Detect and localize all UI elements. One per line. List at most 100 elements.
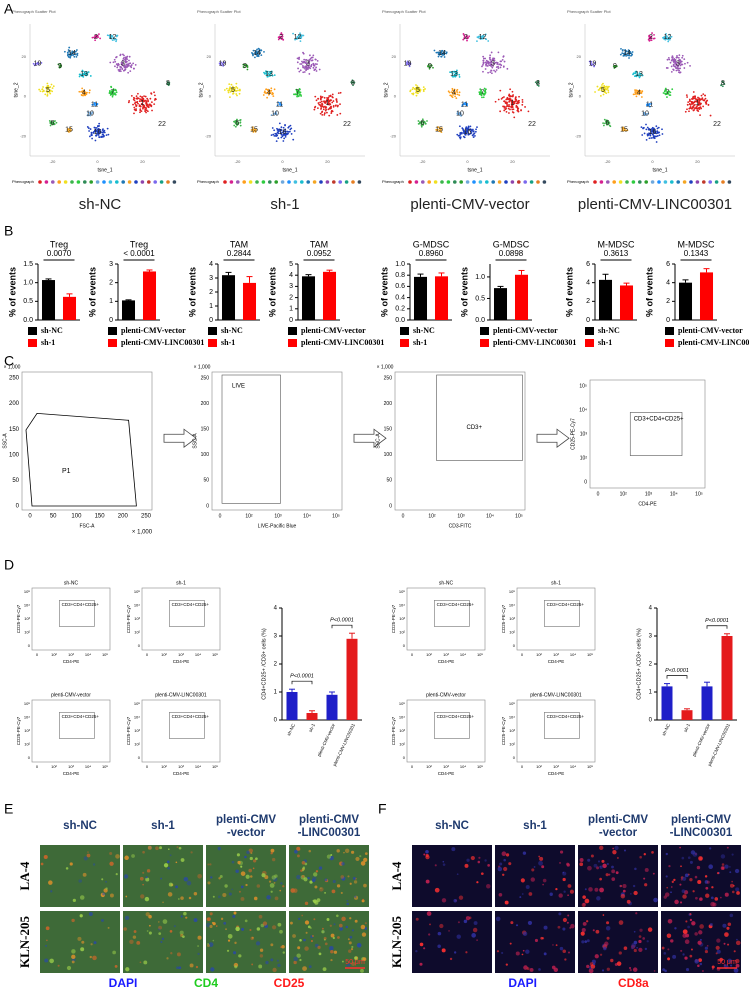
dot xyxy=(310,65,313,68)
dot xyxy=(38,88,41,91)
dot xyxy=(409,89,412,92)
cluster-label: 5 xyxy=(46,87,50,94)
dot xyxy=(493,69,495,72)
tick-label: 10² xyxy=(428,513,436,519)
dot xyxy=(68,46,71,49)
dot xyxy=(499,89,502,92)
dot xyxy=(98,33,100,36)
dot xyxy=(661,128,663,131)
dot xyxy=(280,126,283,129)
legend-dot xyxy=(523,180,527,184)
plot-title: Phenograph Scatter Plot xyxy=(382,9,426,14)
legend-label: Phenograph xyxy=(197,179,219,184)
tick-label: 10² xyxy=(161,652,167,657)
cluster-label: 4 xyxy=(637,89,641,96)
dot xyxy=(149,97,152,100)
dot xyxy=(154,94,156,97)
cluster-label: 4 xyxy=(452,89,456,96)
dot xyxy=(48,120,51,122)
legend-swatch xyxy=(480,327,489,335)
plot-frame xyxy=(589,379,706,489)
dot xyxy=(73,50,76,53)
cluster-label: 7 xyxy=(481,89,485,96)
legend-swatch xyxy=(108,327,117,335)
dot xyxy=(494,100,497,103)
bar xyxy=(121,300,136,320)
x-tick-label: sh-NC xyxy=(661,722,671,736)
dot xyxy=(312,54,315,57)
dot xyxy=(114,65,116,68)
x-tick-label: plenti-CMV-vector xyxy=(316,722,336,757)
tick-label: -20 xyxy=(605,159,612,164)
cluster-label: 9 xyxy=(428,63,432,70)
dot xyxy=(53,123,56,126)
dot xyxy=(653,137,656,140)
dot xyxy=(303,71,306,73)
tick-label: 10⁵ xyxy=(24,589,30,594)
dot xyxy=(497,67,500,70)
dot xyxy=(132,103,134,106)
dot xyxy=(314,95,317,98)
legend-dot xyxy=(676,180,680,184)
cell xyxy=(188,896,192,900)
dot xyxy=(73,55,76,58)
tick-label: 10⁴ xyxy=(399,603,405,608)
dot xyxy=(66,130,69,133)
legend-dot xyxy=(140,180,145,184)
bar xyxy=(413,276,428,320)
dot xyxy=(323,96,326,99)
plot-title: plenti-CMV-LINC00301 xyxy=(530,692,582,698)
tick-label: 0 xyxy=(411,764,414,769)
y-tick-label: 0.4 xyxy=(395,294,405,301)
dot xyxy=(102,135,105,138)
dot xyxy=(290,133,293,135)
dot xyxy=(310,56,313,59)
dot xyxy=(631,51,634,53)
tick-label: 10⁵ xyxy=(509,701,515,706)
plot-frame xyxy=(406,587,486,651)
tick-label: 10⁴ xyxy=(134,715,140,720)
dot xyxy=(517,110,520,113)
legend-dot xyxy=(89,180,93,184)
dot xyxy=(655,125,658,128)
legend-dot xyxy=(491,180,496,184)
tick-label: 10³ xyxy=(178,764,184,769)
dot xyxy=(598,88,600,91)
dot xyxy=(125,57,128,59)
dot xyxy=(91,36,94,39)
legend-dot xyxy=(440,180,444,184)
tick-label: 150 xyxy=(384,427,393,433)
axis-label: CD25-PE-Cy7 xyxy=(16,604,21,633)
tick-label: -20 xyxy=(205,133,212,138)
tick-label: 10² xyxy=(509,742,515,747)
dot xyxy=(320,96,323,99)
legend-dot xyxy=(485,180,489,184)
dot xyxy=(447,90,450,93)
dot xyxy=(301,65,304,67)
legend-dot xyxy=(702,180,706,184)
gate-label: CD3+CD4+CD25+ xyxy=(437,714,475,719)
tick-label: 10² xyxy=(536,764,542,769)
dot xyxy=(123,56,125,59)
dot xyxy=(44,93,47,96)
y-tick-label: 1.0 xyxy=(475,274,485,281)
dot xyxy=(67,56,70,58)
dot xyxy=(495,69,498,71)
caption: sh-NC xyxy=(79,196,122,213)
dot xyxy=(111,95,114,98)
gate-label: CD3+CD4+CD25+ xyxy=(62,714,100,719)
y-axis-label: % of events xyxy=(564,267,574,317)
cell xyxy=(78,879,82,883)
dot xyxy=(326,96,328,99)
p-value: P<0.0001 xyxy=(290,674,314,680)
dot xyxy=(503,109,506,112)
x-tick-label: sh-1 xyxy=(683,722,691,732)
dot xyxy=(417,120,420,122)
column-header: plenti-CMV xyxy=(299,814,359,826)
dot xyxy=(109,94,112,96)
y-tick-label: 0 xyxy=(649,718,653,724)
legend-swatch xyxy=(585,339,594,347)
dot xyxy=(114,93,117,96)
dot xyxy=(662,92,665,94)
